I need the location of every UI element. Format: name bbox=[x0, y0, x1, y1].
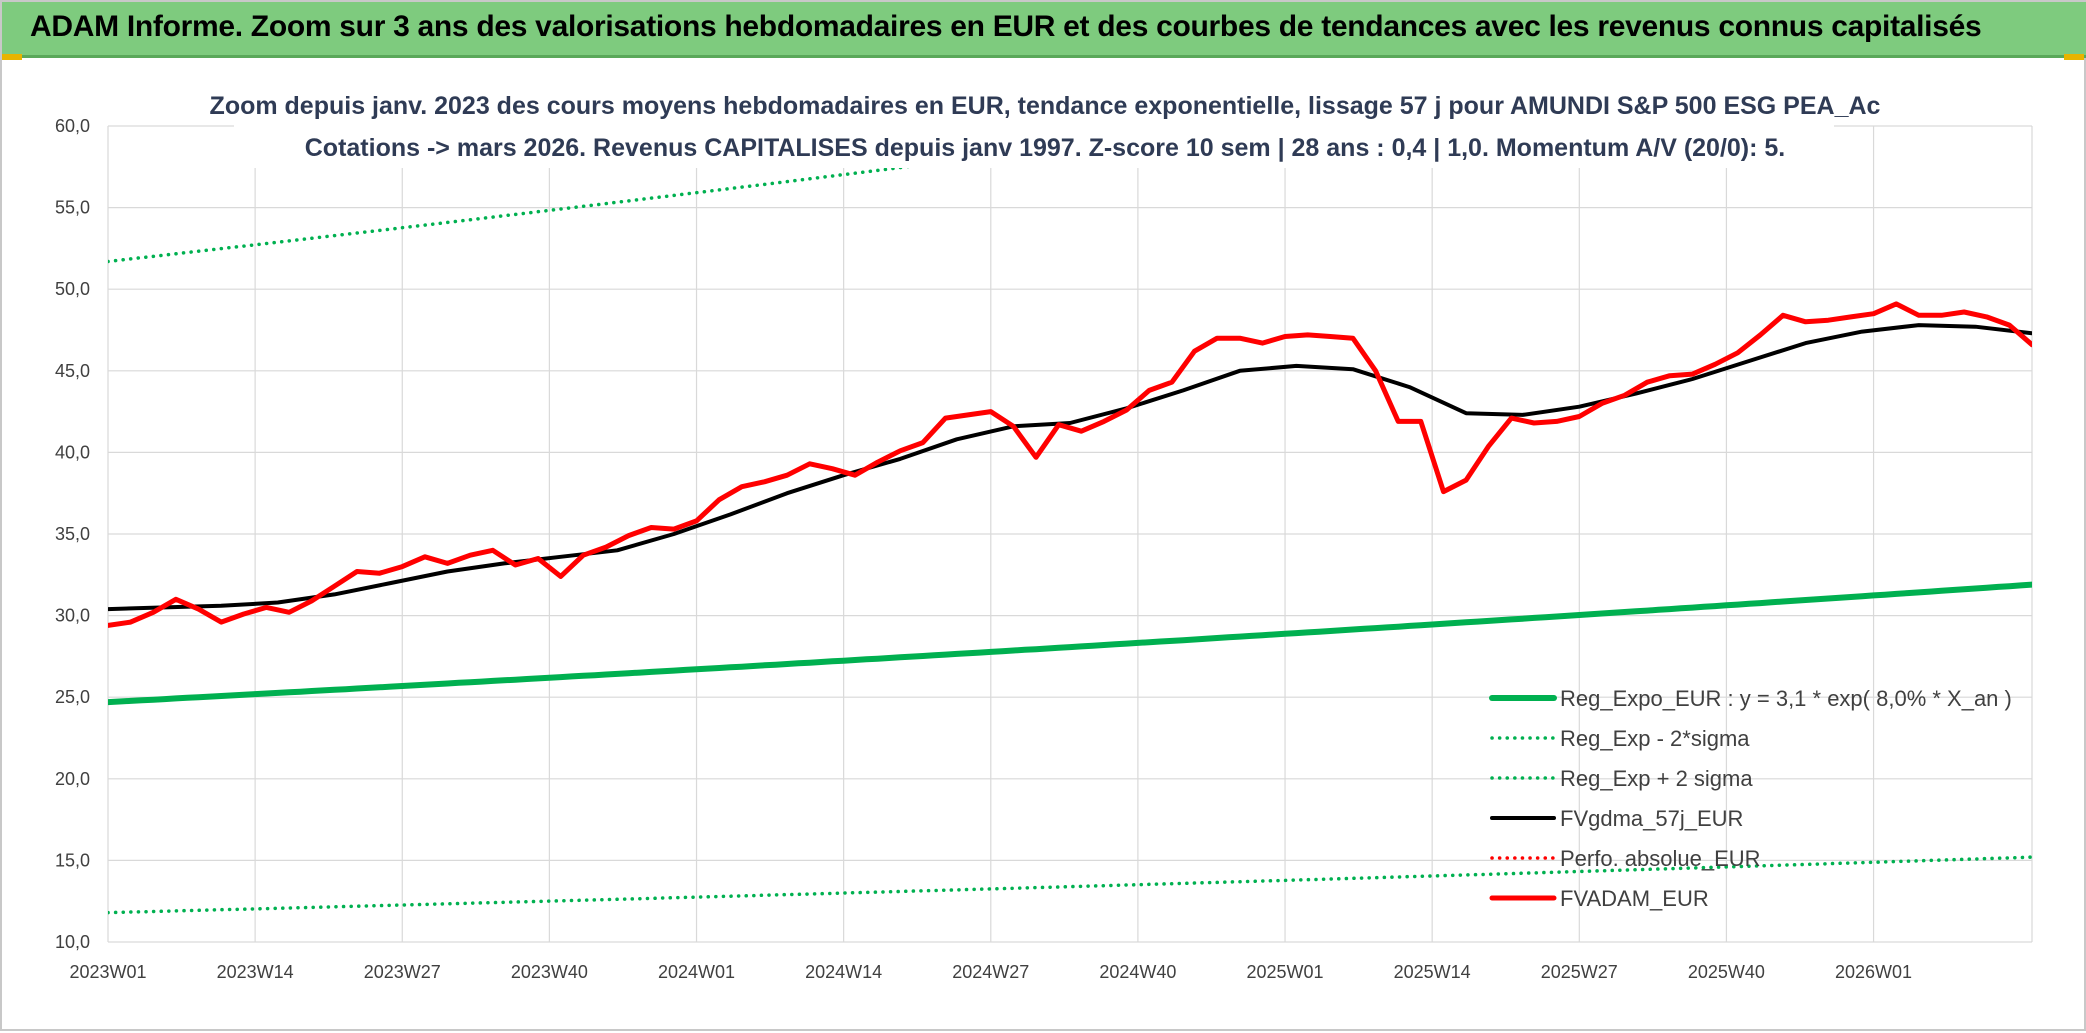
chart-series bbox=[108, 124, 2032, 915]
y-tick-label: 60,0 bbox=[55, 116, 90, 136]
x-tick-label: 2023W14 bbox=[217, 962, 294, 982]
x-tick-label: 2024W40 bbox=[1099, 962, 1176, 982]
series-line-fvgdma-57j-eur bbox=[108, 323, 2032, 612]
subtitle-background bbox=[234, 84, 1834, 168]
x-tick-label: 2024W27 bbox=[952, 962, 1029, 982]
x-tick-label: 2025W14 bbox=[1394, 962, 1471, 982]
x-tick-label: 2024W14 bbox=[805, 962, 882, 982]
chart-legend: Reg_Expo_EUR : y = 3,1 * exp( 8,0% * X_a… bbox=[1489, 686, 2012, 911]
x-tick-label: 2026W01 bbox=[1835, 962, 1912, 982]
y-tick-label: 55,0 bbox=[55, 198, 90, 218]
x-tick-label: 2025W40 bbox=[1688, 962, 1765, 982]
y-tick-label: 10,0 bbox=[55, 932, 90, 952]
x-tick-label: 2023W27 bbox=[364, 962, 441, 982]
legend-entry-label: Reg_Exp + 2 sigma bbox=[1560, 766, 1753, 791]
x-tick-label: 2023W01 bbox=[69, 962, 146, 982]
banner-accent-left bbox=[2, 54, 22, 60]
report-title: ADAM Informe. Zoom sur 3 ans des valoris… bbox=[30, 10, 1982, 43]
y-tick-label: 20,0 bbox=[55, 769, 90, 789]
chart-axes: 10,0 15,0 20,0 25,0 30,0 35,0 40,0 45,0 50,0 55,0… bbox=[55, 116, 1912, 982]
x-tick-label: 2023W40 bbox=[511, 962, 588, 982]
x-tick-label: 2025W01 bbox=[1247, 962, 1324, 982]
x-tick-label: 2024W01 bbox=[658, 962, 735, 982]
chart-subtitle: Zoom depuis janv. 2023 des cours moyens … bbox=[210, 84, 1881, 168]
series-line-reg-expo-eur bbox=[108, 581, 2032, 706]
y-tick-label: 50,0 bbox=[55, 279, 90, 299]
y-tick-label: 15,0 bbox=[55, 850, 90, 870]
y-tick-label: 45,0 bbox=[55, 361, 90, 381]
x-tick-label: 2025W27 bbox=[1541, 962, 1618, 982]
y-tick-label: 25,0 bbox=[55, 687, 90, 707]
legend-entry-label: Reg_Expo_EUR : y = 3,1 * exp( 8,0% * X_a… bbox=[1560, 686, 2012, 711]
legend-entry-label: Reg_Exp - 2*sigma bbox=[1560, 726, 1750, 751]
subtitle-line-2: Cotations -> mars 2026. Revenus CAPITALI… bbox=[305, 134, 1786, 162]
y-tick-label: 40,0 bbox=[55, 442, 90, 462]
series-line-reg-exp bbox=[108, 855, 2032, 915]
legend-entry-label: FVgdma_57j_EUR bbox=[1560, 806, 1743, 831]
banner-accent-right bbox=[2064, 54, 2084, 60]
y-tick-label: 30,0 bbox=[55, 606, 90, 626]
subtitle-line-1: Zoom depuis janv. 2023 des cours moyens … bbox=[210, 92, 1881, 120]
y-tick-label: 35,0 bbox=[55, 524, 90, 544]
legend-entry-label: Perfo. absolue_EUR bbox=[1560, 846, 1761, 871]
legend-entry-label: FVADAM_EUR bbox=[1560, 886, 1709, 911]
report-banner: ADAM Informe. Zoom sur 3 ans des valoris… bbox=[2, 2, 2086, 58]
series-line-fvadam-eur bbox=[108, 301, 2032, 628]
